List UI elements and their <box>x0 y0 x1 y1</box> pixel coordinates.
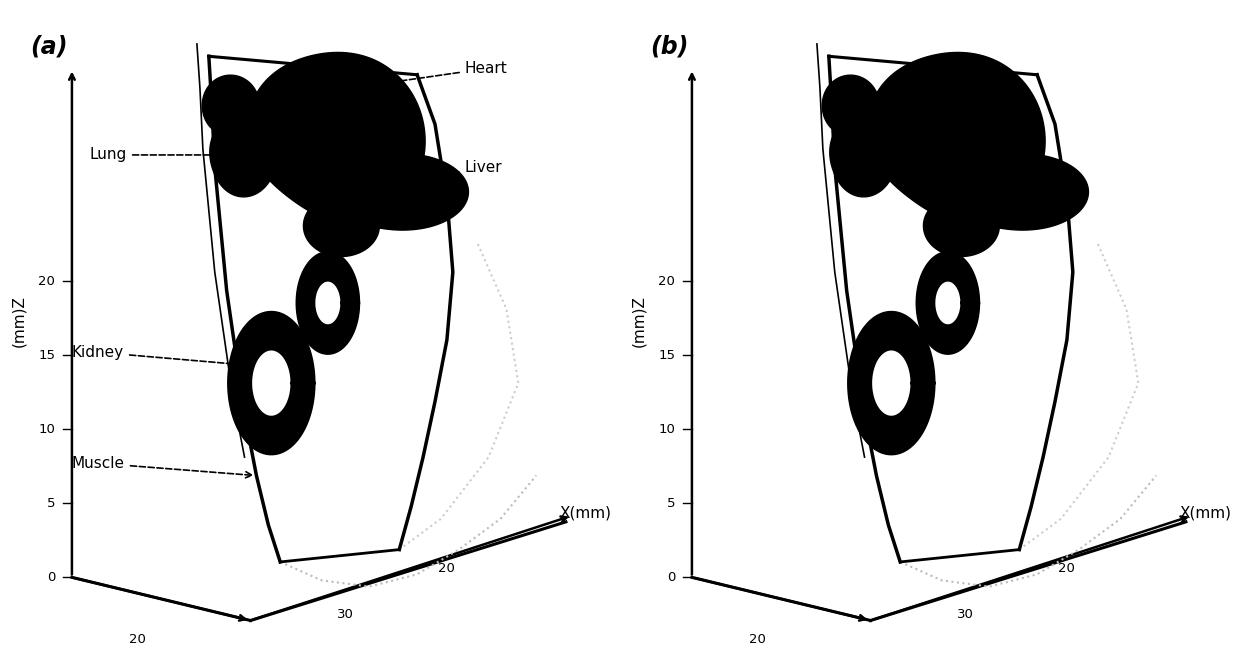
Polygon shape <box>314 280 342 325</box>
Polygon shape <box>210 115 277 197</box>
Text: X(mm): X(mm) <box>1180 505 1233 520</box>
Polygon shape <box>296 253 358 354</box>
Text: 20: 20 <box>658 275 676 288</box>
Text: 15: 15 <box>658 349 676 362</box>
Text: Lung: Lung <box>89 148 224 163</box>
Polygon shape <box>868 52 1045 223</box>
Polygon shape <box>934 280 962 325</box>
Polygon shape <box>924 195 999 256</box>
Text: 30: 30 <box>337 608 355 621</box>
Text: 20: 20 <box>439 562 455 575</box>
Polygon shape <box>250 349 291 417</box>
Text: X(mm): X(mm) <box>560 505 613 520</box>
Text: 10: 10 <box>658 423 676 436</box>
Text: 0: 0 <box>47 571 56 584</box>
Text: (a): (a) <box>30 35 68 58</box>
Text: 20: 20 <box>1059 562 1075 575</box>
Polygon shape <box>822 75 879 136</box>
Polygon shape <box>248 52 425 223</box>
Polygon shape <box>870 349 911 417</box>
Text: 20: 20 <box>129 633 146 646</box>
Text: Liver: Liver <box>398 160 502 186</box>
Polygon shape <box>202 75 259 136</box>
Text: 20: 20 <box>38 275 56 288</box>
Text: 5: 5 <box>667 497 676 510</box>
Text: 15: 15 <box>38 349 56 362</box>
Text: Muscle: Muscle <box>72 456 252 478</box>
Text: Kidney: Kidney <box>72 345 237 367</box>
Polygon shape <box>848 312 934 454</box>
Polygon shape <box>916 253 978 354</box>
Polygon shape <box>304 195 379 256</box>
Text: (mm)Z: (mm)Z <box>11 295 26 348</box>
Polygon shape <box>228 312 314 454</box>
Text: Heart: Heart <box>362 61 507 89</box>
Text: 20: 20 <box>749 633 766 646</box>
Text: 5: 5 <box>47 497 56 510</box>
Text: 0: 0 <box>667 571 676 584</box>
Text: 30: 30 <box>957 608 975 621</box>
Text: (mm)Z: (mm)Z <box>631 295 646 348</box>
Text: 10: 10 <box>38 423 56 436</box>
Polygon shape <box>322 154 469 230</box>
Text: (b): (b) <box>650 35 688 58</box>
Polygon shape <box>942 154 1089 230</box>
Polygon shape <box>830 115 897 197</box>
